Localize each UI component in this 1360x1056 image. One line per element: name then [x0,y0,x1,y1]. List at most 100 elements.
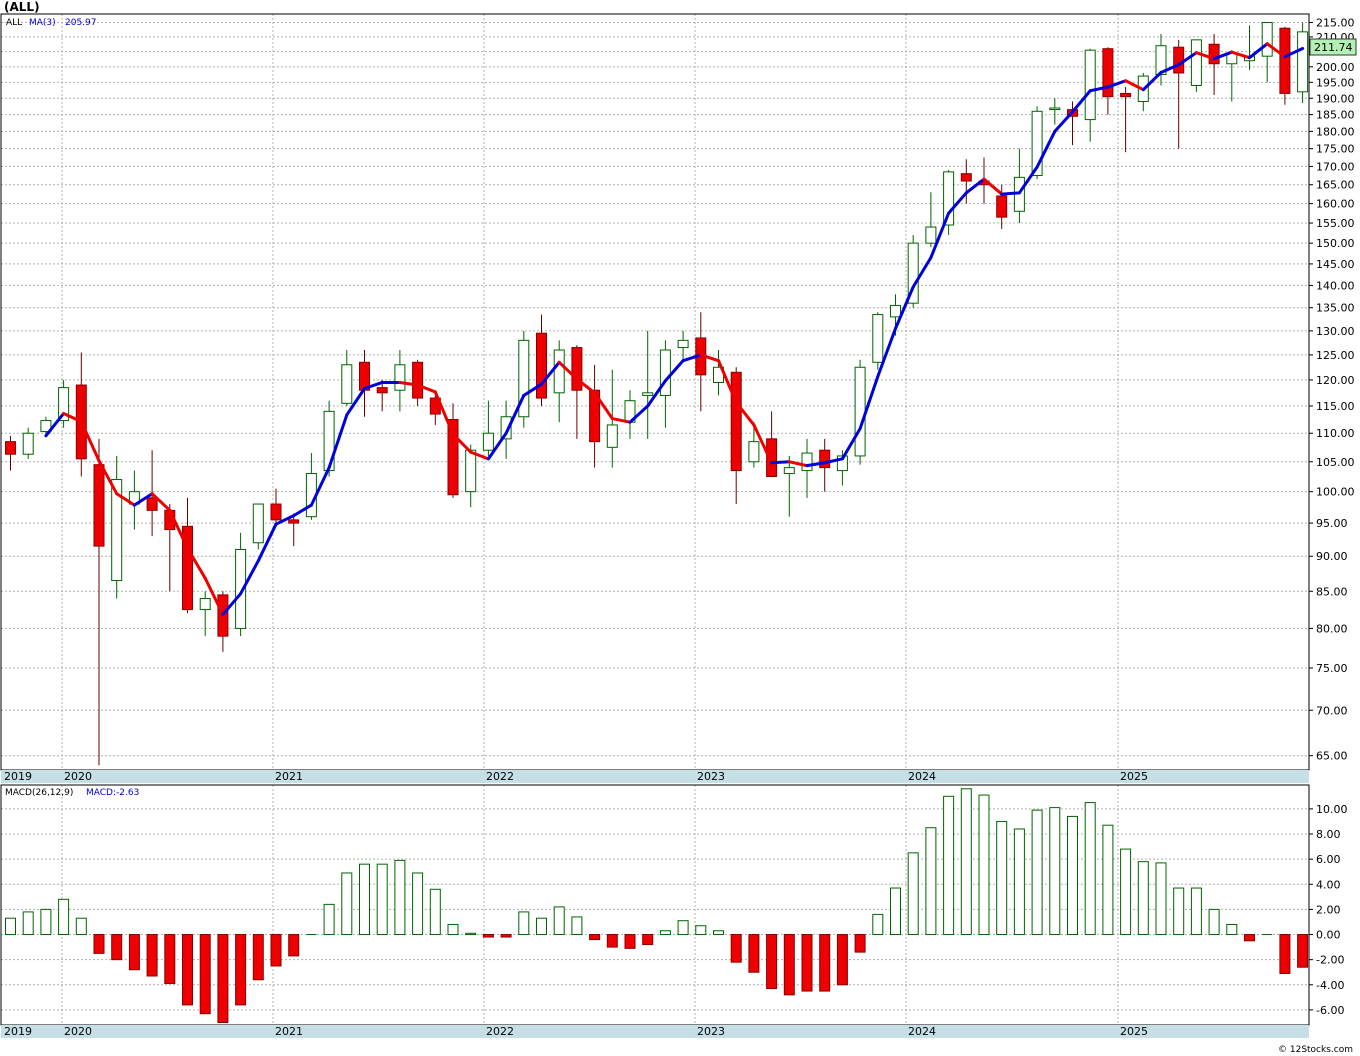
ma-segment [469,450,490,461]
macd-y-tick-label: -4.00 [1316,979,1344,992]
ma-segment [416,383,437,394]
candle [801,438,813,498]
price-y-tick-label: 215.00 [1316,16,1355,29]
candle [1208,34,1220,96]
candle [1102,47,1114,115]
candle [270,488,282,527]
candle [252,503,264,550]
candle-body [465,449,477,493]
macd-bar [1084,802,1096,936]
candle [288,513,300,547]
x-tick-label: 2022 [486,1025,514,1038]
macd-y-tick-label: -6.00 [1316,1004,1344,1017]
x-tick-label: 2023 [697,770,725,783]
x-tick-label: 2020 [64,1025,92,1038]
macd-bar [58,898,70,936]
x-tick-label: 2024 [908,1025,936,1038]
ma-segment [610,417,632,424]
ma-segment [947,191,968,215]
ma-segment [433,390,455,436]
ma-segment [964,177,986,195]
candle [58,379,70,428]
ma-segment [646,379,667,408]
candle-body [553,349,565,394]
ma-segment [274,514,296,526]
candle [376,379,388,412]
macd-bar [518,911,530,936]
macd-bar [252,934,264,981]
candle-body [1297,31,1309,93]
ma-segment [221,592,243,617]
candle [996,184,1008,230]
price-x-axis: 2019 2020 2021 2022 2023 2024 2025 [1,770,1309,783]
candle [22,427,34,459]
macd-bar [836,934,848,986]
x-tick-label: 2021 [275,770,303,783]
candle-body [996,195,1008,218]
candle-body [1190,39,1202,86]
candle-body [854,366,866,457]
macd-bar [5,917,16,936]
ma-segment [1248,42,1269,60]
ma-segment [805,461,827,468]
ma-legend-value: 205.97 [65,18,97,28]
macd-bar [1137,861,1149,936]
price-y-axis: 215.00210.00205.00200.00195.00190.00185.… [1309,16,1355,763]
macd-bar [465,932,477,936]
candle [518,330,530,428]
ma-segment [575,377,597,395]
macd-bar [1208,908,1220,936]
candle-body [270,503,282,521]
ma-segment [770,460,791,465]
candle-body [943,171,955,226]
macd-bar [890,887,901,936]
macd-x-axis-labels: 2019 2020 2021 2022 2023 2024 2025 [4,1025,1148,1038]
candle-body [341,364,353,404]
ma-segment [309,466,331,507]
candle [589,364,601,468]
macd-bar [22,911,34,936]
ma-segment [327,413,349,470]
macd-bar [1297,934,1309,968]
candle [730,367,742,505]
macd-bar [146,934,158,977]
candle-body [536,332,547,399]
candle [943,170,955,236]
last-price-badge-text: 211.74 [1314,41,1353,54]
candle-body [748,441,760,463]
macd-x-axis: 2019 2020 2021 2022 2023 2024 2025 [1,1025,1309,1038]
ma-segment [345,386,366,417]
ma-segment [239,559,260,596]
candle [199,591,211,637]
ma-line [44,42,1305,617]
candle [1297,22,1309,104]
candle-body [1261,21,1273,57]
ma-segment [1017,165,1039,195]
macd-bar [1173,887,1185,936]
candle [5,436,16,471]
candle-body [907,242,919,304]
candle [1261,21,1273,83]
x-tick-label: 2021 [275,1025,303,1038]
last-price-badge [1309,38,1357,56]
price-y-tick-label: 145.00 [1316,258,1355,271]
ma-segment [1035,129,1057,169]
macd-bar [925,827,937,936]
price-y-tick-label: 175.00 [1316,143,1355,156]
footer-copyright: © 12Stocks.com [1278,1045,1353,1055]
ma-segment [1106,79,1128,89]
candle-body [659,349,671,396]
ma-segment [1000,191,1021,196]
macd-bar [571,916,583,936]
ma-segment [186,546,207,580]
candle [341,350,353,406]
macd-x-axis-bar [1,1025,1309,1038]
price-y-tick-label: 80.00 [1316,622,1348,635]
candle-body [146,497,158,511]
macd-bar [854,934,866,953]
macd-bar [394,859,406,936]
macd-bar [1279,934,1291,974]
price-y-tick-label: 200.00 [1316,61,1355,74]
macd-bar [978,794,990,936]
macd-y-tick-label: -2.00 [1316,954,1344,967]
